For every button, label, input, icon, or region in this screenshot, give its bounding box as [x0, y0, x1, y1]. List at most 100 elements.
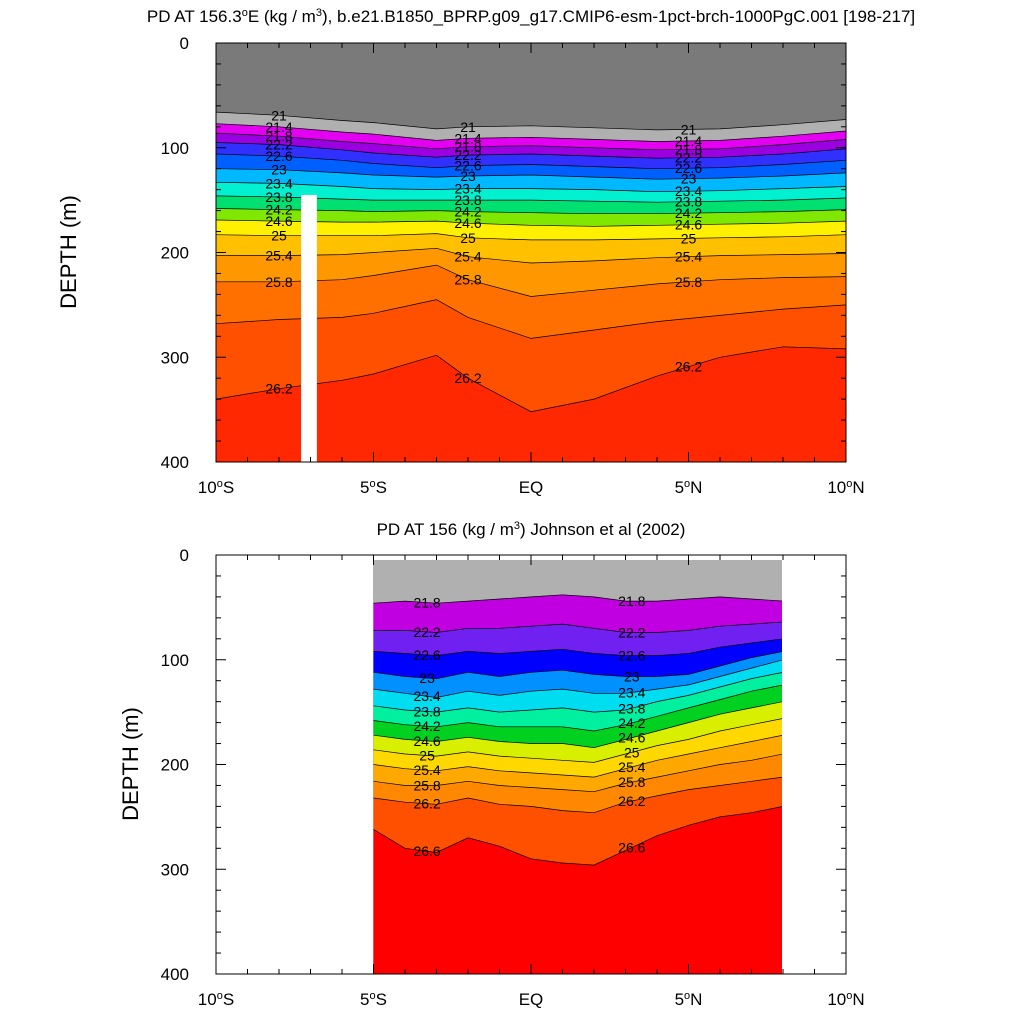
- contour-label: 21: [460, 119, 476, 135]
- contour-label: 25.4: [618, 759, 645, 775]
- contour-label: 24.2: [675, 205, 702, 221]
- contour-label: 23.4: [675, 183, 702, 199]
- contour-label: 26.2: [675, 359, 702, 375]
- title-model: PD AT 156.3oE (kg / m3), b.e21.B1850_BPR…: [147, 7, 915, 26]
- contour-line-22.6: [216, 153, 846, 170]
- contour-label: 21: [681, 121, 697, 137]
- contour-line-21.0: [216, 111, 846, 131]
- contour-label: 25.4: [454, 249, 481, 265]
- ylabel-obs: DEPTH (m): [118, 707, 143, 821]
- contour-label: 26.2: [265, 381, 292, 397]
- y-tick-label: 200: [161, 244, 189, 263]
- contour-label: 22.2: [675, 150, 702, 166]
- contour-label: 21.8: [675, 141, 702, 157]
- contour-line-23.4: [216, 181, 846, 193]
- contour-label: 25: [681, 230, 697, 246]
- contour-line-22.2: [373, 621, 782, 633]
- contour-label: 21.4: [454, 130, 481, 146]
- contour-label: 24.2: [454, 204, 481, 220]
- x-tick-label: 10oN: [827, 990, 864, 1009]
- contour-line-22.6: [373, 638, 782, 656]
- x-tick-label: 5oS: [360, 990, 387, 1009]
- contour-line-21.8: [373, 594, 782, 604]
- contour-label: 21.8: [265, 128, 292, 144]
- contour-label: 23.8: [618, 700, 645, 716]
- y-tick-label: 400: [161, 453, 189, 472]
- contour-label: 22.2: [265, 137, 292, 153]
- contour-label: 21.4: [675, 133, 702, 149]
- contour-label: 22.6: [675, 160, 702, 176]
- contour-label: 26.6: [413, 843, 440, 859]
- contour-label: 22.2: [618, 625, 645, 641]
- contour-label: 22.6: [413, 647, 440, 663]
- y-tick-label: 400: [161, 965, 189, 984]
- contour-label: 23.8: [413, 704, 440, 720]
- y-tick-label: 300: [161, 860, 189, 879]
- x-tick-label: 5oS: [360, 478, 387, 497]
- panel-obs: PD AT 156 (kg / m3) Johnson et al (2002)…: [118, 520, 865, 1009]
- contour-label: 23: [271, 162, 287, 178]
- x-tick-label: 5oN: [675, 478, 703, 497]
- contour-line-22.2: [216, 142, 846, 159]
- contour-label: 25.8: [265, 274, 292, 290]
- contour-band-26.2: [216, 346, 846, 462]
- contour-label: 25.8: [618, 774, 645, 790]
- axis-ticks-obs: 0 100 200 300 400 10oS 5oS EQ 5oN 10oN: [161, 546, 865, 1009]
- contour-line-23.0: [373, 651, 782, 679]
- contour-line-25.0: [216, 233, 846, 241]
- ylabel-model: DEPTH (m): [56, 195, 81, 309]
- contour-label: 25: [271, 228, 287, 244]
- contour-label: 25: [419, 748, 435, 764]
- contour-label: 23.8: [454, 192, 481, 208]
- contour-fill-obs: [373, 560, 782, 974]
- y-tick-label: 0: [180, 34, 189, 53]
- contour-band-26.6: [373, 806, 782, 974]
- axis-ticks-model: 0 100 200 300 400 10oS 5oS EQ 5oN 10oN: [161, 34, 865, 497]
- contour-line-25.0: [373, 718, 782, 763]
- contour-label: 26.6: [618, 840, 645, 856]
- contour-label: 23: [681, 171, 697, 187]
- contour-label: 24.6: [675, 217, 702, 233]
- contour-line-23.8: [216, 195, 846, 203]
- contour-label: 25.4: [675, 249, 702, 265]
- contour-label: 22.6: [265, 148, 292, 164]
- contour-label: 24.6: [454, 215, 481, 231]
- contour-label: 24.2: [413, 718, 440, 734]
- contour-line-26.2: [373, 776, 782, 814]
- x-tick-label: EQ: [519, 478, 544, 497]
- contour-label: 23.4: [454, 181, 481, 197]
- contour-label: 23.4: [618, 684, 645, 700]
- contour-label: 25.8: [413, 778, 440, 794]
- x-tick-label: 5oN: [675, 990, 703, 1009]
- contour-label: 25.8: [454, 272, 481, 288]
- contour-label: 22.2: [413, 624, 440, 640]
- contour-label: 24.6: [413, 733, 440, 749]
- y-tick-label: 100: [161, 651, 189, 670]
- contour-label: 23.4: [413, 688, 440, 704]
- panel-model: PD AT 156.3oE (kg / m3), b.e21.B1850_BPR…: [56, 7, 915, 497]
- contour-label: 22.6: [454, 158, 481, 174]
- contour-label: 24.6: [265, 213, 292, 229]
- contour-line-25.4: [216, 247, 846, 264]
- contour-label: 25: [624, 744, 640, 760]
- contour-line-24.6: [373, 701, 782, 749]
- contour-label: 23: [460, 168, 476, 184]
- contour-line-25.8: [373, 753, 782, 793]
- contour-label: 25.8: [675, 274, 702, 290]
- contour-line-23.0: [216, 168, 846, 180]
- contour-label: 23: [419, 670, 435, 686]
- contour-label: 22.2: [454, 147, 481, 163]
- y-tick-label: 0: [180, 546, 189, 565]
- contour-line-24.2: [373, 684, 782, 732]
- x-tick-label: 10oS: [198, 478, 234, 497]
- contour-line-24.2: [216, 208, 846, 215]
- contour-label: 23.8: [265, 189, 292, 205]
- contour-label: 26.2: [413, 796, 440, 812]
- contour-line-23.4: [373, 659, 782, 698]
- contour-lines-obs: [373, 594, 782, 866]
- contour-label: 23.8: [675, 194, 702, 210]
- contour-label: 23.4: [265, 175, 292, 191]
- contour-label: 26.2: [618, 793, 645, 809]
